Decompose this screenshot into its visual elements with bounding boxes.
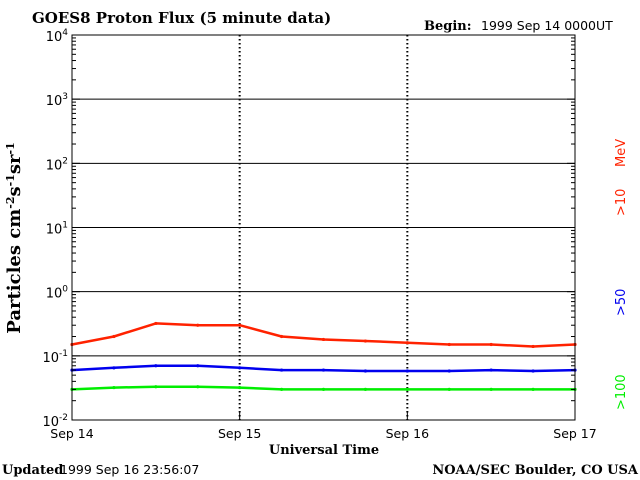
data-point xyxy=(279,334,284,339)
data-point xyxy=(196,385,200,389)
x-tick-labels: Sep 14 Sep 15 Sep 16 Sep 17 xyxy=(50,426,596,441)
data-point xyxy=(531,369,535,373)
y-tick-label: 104 xyxy=(46,28,69,45)
data-point xyxy=(489,387,493,391)
x-tick-label: Sep 16 xyxy=(386,426,429,441)
data-point xyxy=(531,344,535,349)
x-tick-label: Sep 14 xyxy=(50,426,93,441)
legend-label-50: >50 xyxy=(614,289,629,316)
plot-series xyxy=(70,321,577,391)
plot-frame xyxy=(71,34,576,421)
x-tick-label: Sep 17 xyxy=(553,426,596,441)
x-tick-label: Sep 15 xyxy=(218,426,261,441)
data-point xyxy=(321,387,326,391)
updated-value: 1999 Sep 16 23:56:07 xyxy=(60,462,199,477)
y-tick-label: 10-1 xyxy=(42,349,68,366)
plot-border xyxy=(71,34,576,421)
data-point xyxy=(447,369,451,373)
data-point xyxy=(447,342,451,347)
data-point xyxy=(447,387,451,391)
data-point xyxy=(196,364,200,368)
x-axis-label: Universal Time xyxy=(269,443,379,458)
data-point xyxy=(489,342,493,347)
data-point xyxy=(112,366,116,370)
data-point xyxy=(531,387,535,391)
data-point xyxy=(405,387,409,391)
credit-text: NOAA/SEC Boulder, CO USA xyxy=(432,463,639,478)
legend-label-10: >10 xyxy=(614,189,629,216)
data-point xyxy=(154,385,158,389)
data-point xyxy=(405,369,409,373)
data-point xyxy=(154,321,158,326)
y-tick-label: 102 xyxy=(46,156,68,173)
data-point xyxy=(112,334,116,339)
y-tick-label: 103 xyxy=(46,92,68,109)
data-point xyxy=(489,368,493,372)
legend-label-100: >100 xyxy=(614,374,629,410)
y-axis-label: Particles cm-2s-1sr-1 xyxy=(4,142,25,333)
begin-value: 1999 Sep 14 0000UT xyxy=(481,18,613,33)
data-point xyxy=(238,366,242,370)
data-point xyxy=(196,323,200,327)
y-tick-label: 10-2 xyxy=(42,413,68,430)
data-point xyxy=(405,341,409,345)
data-point xyxy=(112,385,116,390)
chart-title: GOES8 Proton Flux (5 minute data) xyxy=(32,9,331,27)
y-tick-label: 101 xyxy=(46,221,68,238)
data-point xyxy=(238,323,242,327)
data-point xyxy=(279,387,284,391)
data-point xyxy=(363,387,368,391)
data-point xyxy=(279,368,284,372)
data-point xyxy=(363,369,368,373)
y-tick-label: 100 xyxy=(46,285,69,302)
y-tick-labels: 10-2 10-1 100 101 102 103 104 xyxy=(42,28,68,430)
begin-label: Begin: xyxy=(424,19,472,34)
legend: MeV >10 >50 >100 xyxy=(614,139,629,410)
data-point xyxy=(321,368,326,372)
plot-grid xyxy=(72,35,575,420)
data-point xyxy=(238,385,242,390)
data-point xyxy=(321,337,326,342)
legend-unit-mev: MeV xyxy=(614,139,629,167)
data-point xyxy=(363,339,368,343)
data-point xyxy=(154,364,158,368)
updated-label: Updated xyxy=(2,463,63,478)
